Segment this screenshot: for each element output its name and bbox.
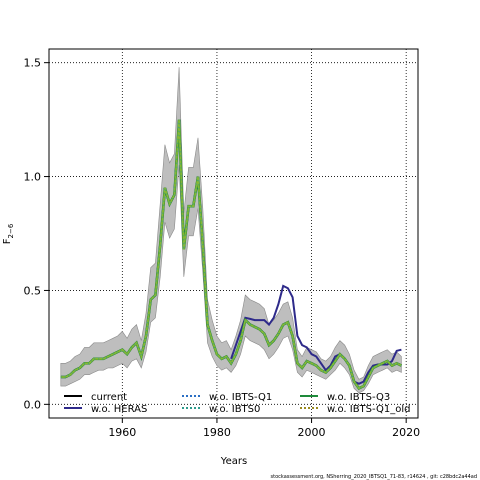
x-tick-label: 1960 (108, 426, 136, 439)
svg-text:F2−6: F2−6 (2, 223, 15, 244)
y-axis-title-sub: 2−6 (7, 223, 15, 238)
x-axis-title: Years (220, 456, 247, 467)
confidence-band (60, 67, 402, 394)
legend-label: current (91, 392, 127, 403)
y-tick-label: 1.0 (24, 171, 42, 184)
y-axis: 0.0 0.5 1.0 1.5 (24, 57, 49, 411)
x-tick-label: 2000 (298, 426, 326, 439)
y-tick-label: 0.5 (24, 284, 42, 297)
x-axis: 1960 1980 2000 2020 (108, 418, 420, 439)
legend-label: w.o. HERAS (91, 404, 147, 415)
series-lines (60, 119, 402, 391)
y-axis-title: F2−6 (2, 223, 15, 244)
x-tick-label: 2020 (392, 426, 420, 439)
footer-note: stockassessment.org, NSherring_2020_IBTS… (271, 474, 477, 480)
y-tick-label: 1.5 (24, 57, 42, 70)
x-tick-label: 1980 (203, 426, 231, 439)
series-line-heras (230, 284, 402, 385)
legend-label: w.o. IBTS-Q1 (209, 392, 272, 403)
series-line-ibts0 (60, 119, 402, 389)
confidence-band-area (60, 67, 402, 394)
legend-label: w.o. IBTS-Q1_old (327, 404, 410, 415)
legend-label: w.o. IBTS0 (209, 404, 260, 415)
plot-frame (48, 48, 419, 419)
y-tick-label: 0.0 (24, 398, 42, 411)
y-axis-title-main: F (2, 238, 13, 244)
legend-label: w.o. IBTS-Q3 (327, 392, 390, 403)
